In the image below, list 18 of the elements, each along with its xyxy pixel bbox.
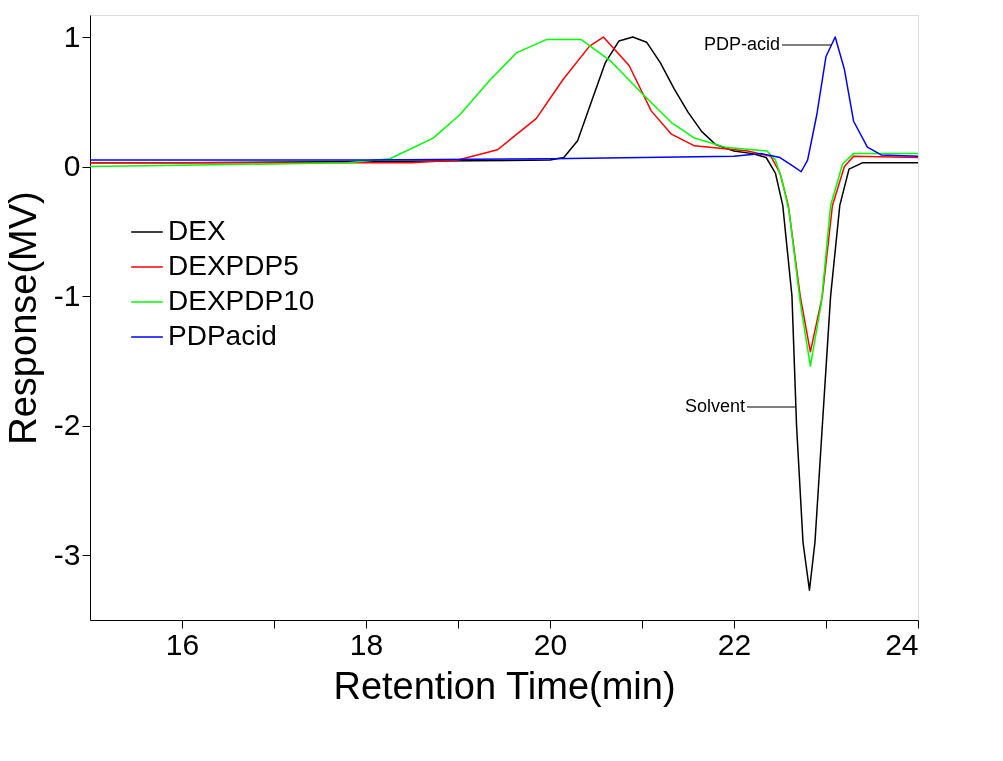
legend-label: DEX: [168, 215, 226, 246]
x-tick-label: 24: [885, 627, 919, 661]
y-tick-label: -1: [53, 278, 81, 312]
x-axis-title: Retention Time(min): [333, 664, 676, 707]
y-tick-label: 1: [63, 19, 81, 53]
x-tick-label: 20: [533, 627, 568, 661]
legend-label: DEXPDP5: [168, 250, 299, 281]
annotation: PDP-acid: [703, 34, 780, 54]
y-tick-label: -3: [53, 537, 81, 571]
legend-label: PDPacid: [168, 320, 277, 351]
x-tick-label: 18: [349, 627, 384, 661]
y-axis-title: Response(MV): [1, 191, 44, 445]
y-tick-label: -2: [53, 408, 81, 442]
legend-label: DEXPDP10: [168, 285, 315, 316]
annotation: Solvent: [684, 396, 745, 416]
x-tick-label: 22: [717, 627, 752, 661]
x-tick-label: 16: [165, 627, 200, 661]
y-tick-label: 0: [63, 149, 81, 183]
